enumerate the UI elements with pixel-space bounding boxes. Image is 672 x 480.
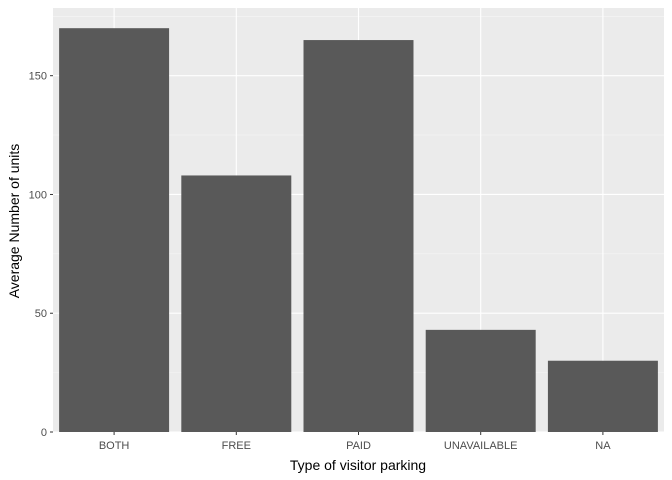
x-axis: BOTH FREE PAID UNAVAILABLE NA	[99, 432, 611, 452]
y-axis: 0 50 100 150	[29, 71, 53, 439]
x-axis-title: Type of visitor parking	[290, 457, 426, 473]
x-tick-label: BOTH	[99, 440, 130, 452]
bar-both	[59, 28, 170, 432]
bar-free	[181, 175, 292, 432]
y-tick-label: 0	[41, 427, 47, 439]
x-tick-label: UNAVAILABLE	[444, 440, 518, 452]
bar-unavailable	[425, 329, 536, 432]
bars	[59, 28, 658, 432]
y-tick-label: 100	[29, 189, 47, 201]
y-axis-title: Average Number of units	[6, 144, 22, 299]
bar-paid	[303, 40, 414, 432]
x-tick-label: PAID	[346, 440, 371, 452]
y-tick-label: 50	[35, 308, 47, 320]
x-tick-label: NA	[595, 440, 611, 452]
x-tick-label: FREE	[222, 440, 251, 452]
bar-na	[547, 360, 658, 432]
y-tick-label: 150	[29, 71, 47, 83]
